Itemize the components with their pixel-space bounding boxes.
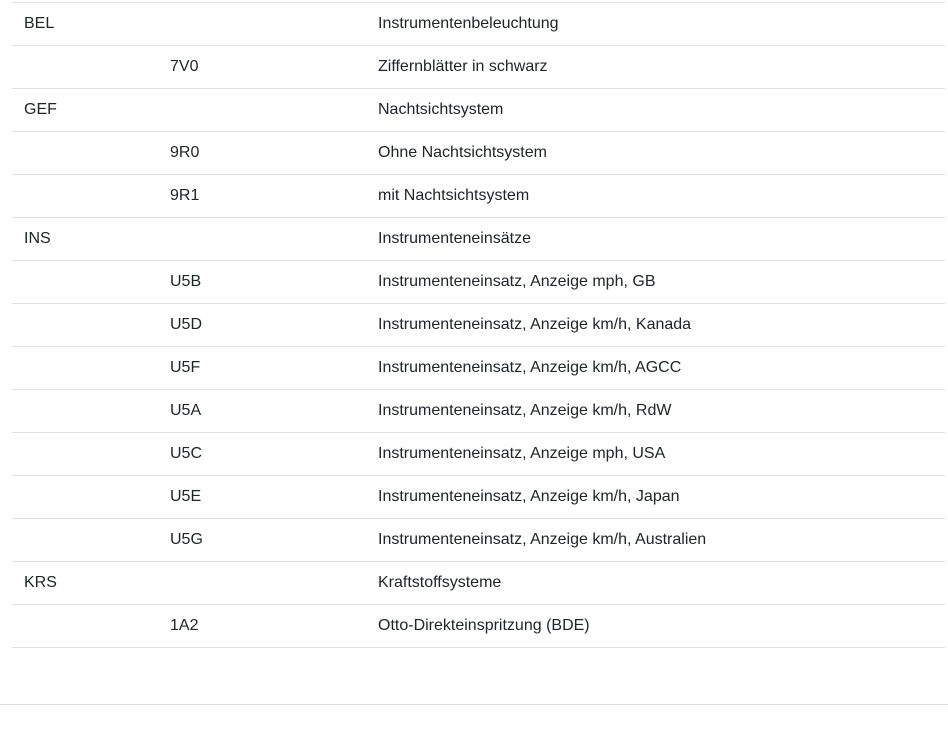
option-code-cell: [158, 88, 366, 132]
description-cell: Instrumenteneinsatz, Anzeige km/h, Kanad…: [366, 303, 945, 347]
table-row: U5A Instrumenteneinsatz, Anzeige km/h, Rd…: [12, 389, 945, 433]
section-divider: [0, 704, 948, 705]
description-cell: Otto-Direkteinspritzung (BDE): [366, 604, 945, 648]
family-code-cell: [12, 174, 158, 218]
table-row: U5D Instrumenteneinsatz, Anzeige km/h, Ka…: [12, 303, 945, 347]
table-row: U5G Instrumenteneinsatz, Anzeige km/h, Au…: [12, 518, 945, 562]
description-cell: Kraftstoffsysteme: [366, 561, 945, 605]
codes-table-body: BEL Instrumentenbeleuchtung 7V0 Ziffernblät…: [12, 2, 945, 648]
table-row: BEL Instrumentenbeleuchtung: [12, 2, 945, 46]
table-row: 9R1 mit Nachtsichtsystem: [12, 174, 945, 218]
family-code-cell: KRS: [12, 561, 158, 605]
table-row: U5C Instrumenteneinsatz, Anzeige mph, USA: [12, 432, 945, 476]
option-code-cell: U5A: [158, 389, 366, 433]
table-row: GEF Nachtsichtsystem: [12, 88, 945, 132]
description-cell: Instrumentenbeleuchtung: [366, 2, 945, 46]
description-cell: Instrumenteneinsatz, Anzeige km/h, AGCC: [366, 346, 945, 390]
family-code-cell: [12, 389, 158, 433]
table-row: 7V0 Ziffernblätter in schwarz: [12, 45, 945, 89]
family-code-cell: GEF: [12, 88, 158, 132]
table-row: U5E Instrumenteneinsatz, Anzeige km/h, Ja…: [12, 475, 945, 519]
table-row: U5B Instrumenteneinsatz, Anzeige mph, GB: [12, 260, 945, 304]
description-cell: Nachtsichtsystem: [366, 88, 945, 132]
option-code-cell: U5B: [158, 260, 366, 304]
family-code-cell: INS: [12, 217, 158, 261]
option-code-cell: 1A2: [158, 604, 366, 648]
equipment-codes-table: BEL Instrumentenbeleuchtung 7V0 Ziffernblät…: [12, 2, 945, 648]
table-row: 1A2 Otto-Direkteinspritzung (BDE): [12, 604, 945, 648]
family-code-cell: [12, 45, 158, 89]
option-code-cell: [158, 2, 366, 46]
description-cell: Instrumenteneinsätze: [366, 217, 945, 261]
table-row: INS Instrumenteneinsätze: [12, 217, 945, 261]
description-cell: Instrumenteneinsatz, Anzeige km/h, RdW: [366, 389, 945, 433]
family-code-cell: BEL: [12, 2, 158, 46]
option-code-cell: [158, 217, 366, 261]
table-row: U5F Instrumenteneinsatz, Anzeige km/h, AG…: [12, 346, 945, 390]
family-code-cell: [12, 131, 158, 175]
option-code-cell: U5D: [158, 303, 366, 347]
description-cell: Instrumenteneinsatz, Anzeige mph, GB: [366, 260, 945, 304]
family-code-cell: [12, 604, 158, 648]
description-cell: Instrumenteneinsatz, Anzeige km/h, Austr…: [366, 518, 945, 562]
description-cell: Instrumenteneinsatz, Anzeige mph, USA: [366, 432, 945, 476]
option-code-cell: 7V0: [158, 45, 366, 89]
option-code-cell: U5F: [158, 346, 366, 390]
description-cell: Instrumenteneinsatz, Anzeige km/h, Japan: [366, 475, 945, 519]
table-row: KRS Kraftstoffsysteme: [12, 561, 945, 605]
family-code-cell: [12, 475, 158, 519]
option-code-cell: U5C: [158, 432, 366, 476]
family-code-cell: [12, 346, 158, 390]
option-code-cell: U5E: [158, 475, 366, 519]
description-cell: mit Nachtsichtsystem: [366, 174, 945, 218]
family-code-cell: [12, 432, 158, 476]
family-code-cell: [12, 260, 158, 304]
option-code-cell: 9R0: [158, 131, 366, 175]
option-code-cell: U5G: [158, 518, 366, 562]
option-code-cell: 9R1: [158, 174, 366, 218]
table-row: 9R0 Ohne Nachtsichtsystem: [12, 131, 945, 175]
option-code-cell: [158, 561, 366, 605]
description-cell: Ohne Nachtsichtsystem: [366, 131, 945, 175]
family-code-cell: [12, 518, 158, 562]
description-cell: Ziffernblätter in schwarz: [366, 45, 945, 89]
family-code-cell: [12, 303, 158, 347]
